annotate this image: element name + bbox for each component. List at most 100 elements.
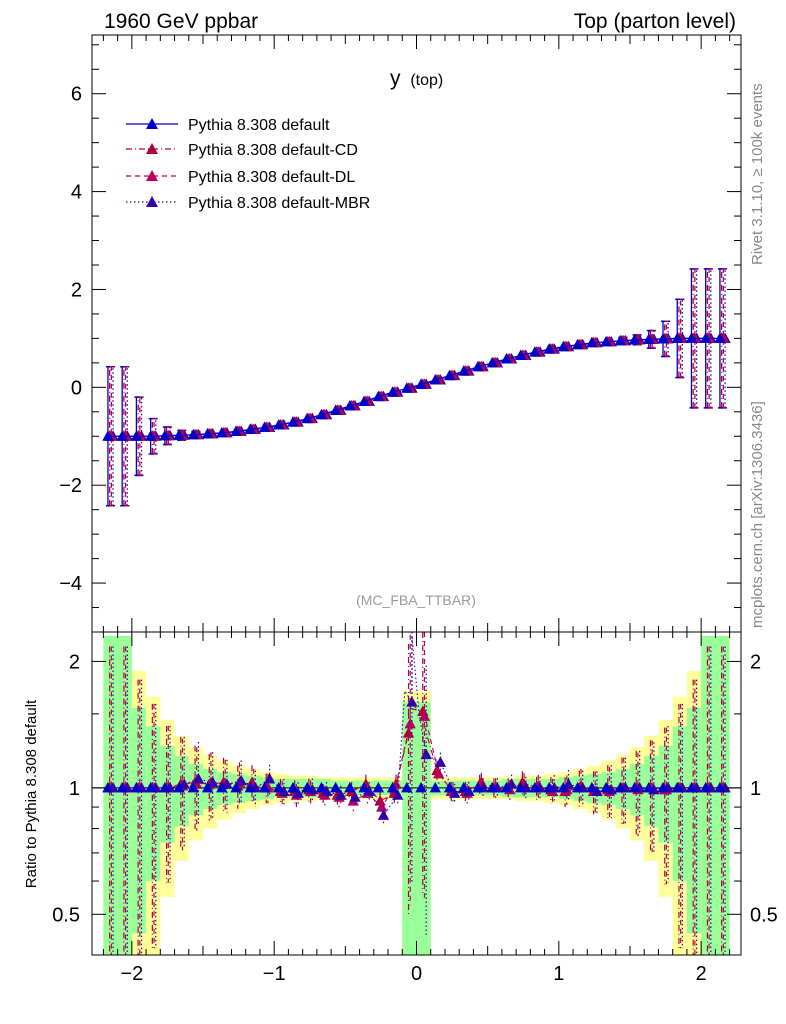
main-marker xyxy=(600,335,612,347)
main-marker xyxy=(571,338,584,350)
ratio-inner-band xyxy=(715,635,730,955)
ratio-marker xyxy=(600,781,612,793)
main-marker xyxy=(201,427,214,439)
main-marker xyxy=(130,430,143,441)
legend-entry-mbr: Pythia 8.308 default-MBR xyxy=(126,195,370,212)
x-tick-labels: −2 −1 0 1 2 xyxy=(120,963,706,985)
ratio-marker xyxy=(144,781,157,793)
main-marker xyxy=(529,346,541,357)
ratio-marker xyxy=(320,785,333,797)
ratio-inner-band xyxy=(131,707,147,934)
ratio-tick-label-1: 1 xyxy=(69,778,80,800)
ratio-marker xyxy=(415,781,427,793)
main-y-tick-labels: −4 −2 0 2 4 6 xyxy=(59,84,82,595)
rivet-version-label: Rivet 3.1.10, ≥ 100k events xyxy=(749,83,766,265)
ratio-marker xyxy=(591,785,603,797)
chart-title-sub: (top) xyxy=(410,72,443,89)
ratio-marker xyxy=(472,781,484,793)
x-tick-label-m2: −2 xyxy=(120,963,143,985)
main-marker xyxy=(329,404,342,415)
main-marker xyxy=(628,333,641,345)
ratio-tick-label-2: 2 xyxy=(69,651,80,673)
ratio-marker xyxy=(433,767,445,779)
main-marker xyxy=(358,395,370,407)
legend-entry-default: Pythia 8.308 default xyxy=(126,117,330,134)
ratio-marker xyxy=(116,781,128,793)
y-tick-label-m4: −4 xyxy=(59,573,82,595)
main-marker xyxy=(429,373,441,385)
legend-marker-cd xyxy=(146,143,158,154)
main-marker xyxy=(230,425,242,436)
ratio-marker xyxy=(571,781,584,793)
ratio-marker xyxy=(429,781,441,793)
ratio-tick-label-right-0p5: 0.5 xyxy=(750,904,778,926)
ratio-marker xyxy=(614,781,627,793)
ratio-bands xyxy=(103,635,730,955)
ratio-marker xyxy=(685,781,698,793)
main-marker xyxy=(344,399,356,411)
ratio-marker xyxy=(418,710,431,721)
main-marker xyxy=(443,369,456,381)
main-marker xyxy=(372,390,385,402)
ratio-inner-band xyxy=(658,745,673,843)
ratio-marker xyxy=(335,789,347,800)
ratio-marker xyxy=(406,696,418,707)
main-marker xyxy=(287,416,299,427)
ratio-marker xyxy=(159,781,171,793)
ratio-marker xyxy=(404,717,416,729)
header-left-label: 1960 GeV ppbar xyxy=(104,10,258,33)
legend-label-mbr: Pythia 8.308 default-MBR xyxy=(188,195,370,212)
ratio-marker xyxy=(363,785,375,797)
ratio-marker xyxy=(401,781,413,793)
y-tick-label-2: 2 xyxy=(71,279,82,301)
y-tick-label-4: 4 xyxy=(71,182,82,204)
ratio-marker xyxy=(344,781,356,793)
main-marker xyxy=(401,382,413,393)
main-marker xyxy=(173,429,185,440)
ratio-marker xyxy=(258,781,271,793)
ratio-marker xyxy=(514,781,527,793)
ratio-marker xyxy=(500,781,513,793)
ratio-inner-band xyxy=(117,635,132,955)
ratio-marker xyxy=(657,781,669,793)
ratio-marker xyxy=(628,781,641,793)
ratio-panel: 0.5 1 2 0.5 1 2 Ratio to Pythia 8.308 de… xyxy=(23,631,778,985)
main-marker xyxy=(144,430,157,441)
header: 1960 GeV ppbar Top (parton level) xyxy=(104,10,736,33)
ratio-marker xyxy=(448,787,461,798)
ratio-marker xyxy=(206,776,219,787)
ratio-marker xyxy=(392,789,404,800)
ratio-marker xyxy=(443,781,456,793)
ratio-inner-band xyxy=(686,707,702,934)
ratio-marker xyxy=(192,772,205,784)
legend-entry-dl: Pythia 8.308 default-DL xyxy=(126,169,355,186)
ratio-marker xyxy=(244,781,256,793)
ratio-marker xyxy=(358,781,370,793)
main-marker xyxy=(671,332,683,343)
main-panel: −4 −2 0 2 4 6 y (top) (MC_FBA_TTBAR) Pyt… xyxy=(59,34,742,633)
ratio-marker xyxy=(529,781,541,793)
legend-marker-default xyxy=(146,118,158,129)
main-marker xyxy=(116,430,128,441)
ratio-marker xyxy=(230,781,242,793)
ratio-marker xyxy=(329,781,342,793)
ratio-inner-band xyxy=(146,726,161,882)
ratio-marker xyxy=(486,781,498,793)
ratio-tick-label-right-1: 1 xyxy=(750,778,761,800)
ratio-marker xyxy=(586,781,598,793)
ratio-marker xyxy=(543,781,555,793)
ratio-marker xyxy=(700,781,712,793)
x-tick-label-0: 0 xyxy=(411,963,422,985)
ratio-ticks xyxy=(92,632,741,955)
ratio-marker xyxy=(130,781,143,793)
ratio-marker xyxy=(376,801,388,812)
main-marker xyxy=(557,340,570,352)
ratio-y-tick-labels: 0.5 1 2 0.5 1 2 xyxy=(52,651,778,926)
ratio-y-axis-label: Ratio to Pythia 8.308 default xyxy=(23,699,40,888)
ratio-marker xyxy=(714,781,726,793)
ratio-marker xyxy=(102,781,114,793)
main-marker xyxy=(216,426,228,438)
mcplots-label: mcplots.cern.ch [arXiv:1306.3436] xyxy=(749,401,766,628)
main-marker xyxy=(386,386,399,397)
